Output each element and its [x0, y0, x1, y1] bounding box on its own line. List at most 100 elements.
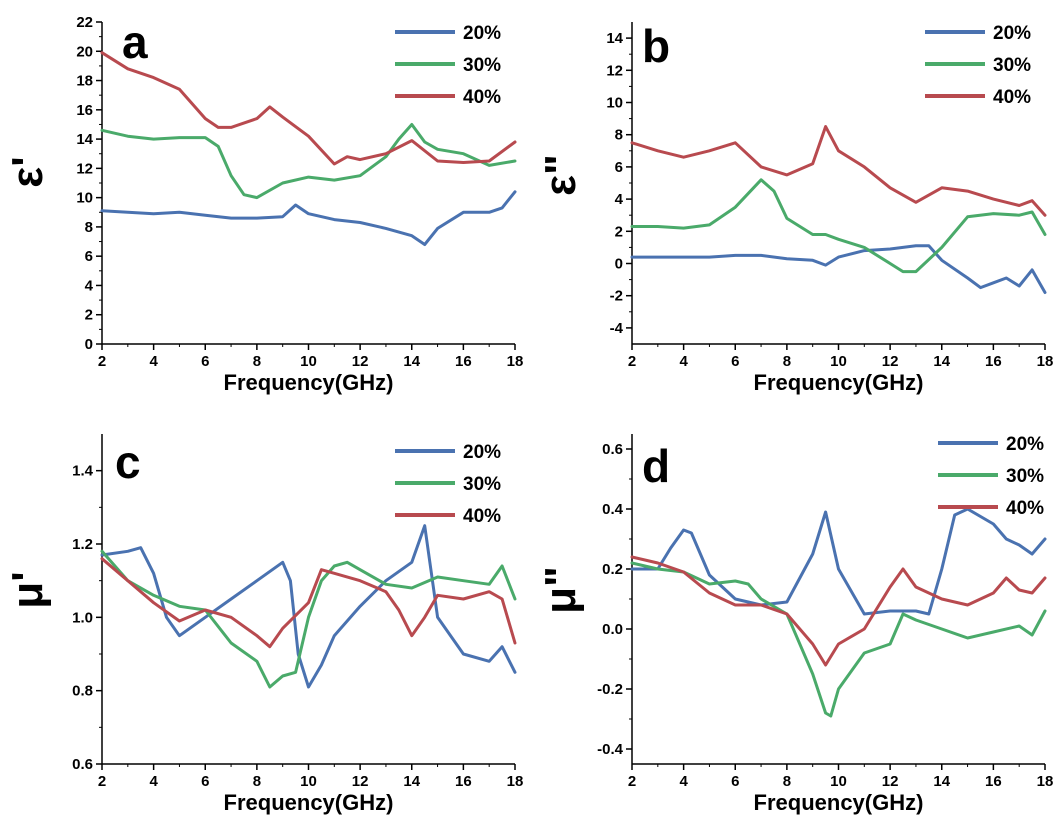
- panel-b: 2 4 6 8 10 12 14 16 18 -4 -2 0 2 4 6 8 10 12 14 Frequency(G…: [536, 20, 1053, 395]
- y-tick-label: 4: [615, 191, 624, 208]
- series-line-40pct: [630, 125, 1047, 217]
- x-tick-label: 6: [731, 773, 739, 790]
- y-tick-label: 12: [606, 62, 623, 79]
- x-tick-label: 8: [253, 773, 261, 790]
- x-tick-label: 16: [985, 353, 1002, 370]
- x-tick-label: 4: [679, 773, 688, 790]
- x-tick-label: 4: [149, 353, 158, 370]
- x-tick-label: 18: [1037, 773, 1054, 790]
- y-tick-label: 14: [76, 131, 93, 148]
- y-tick-label: 1.0: [72, 609, 93, 626]
- y-tick-label: 2: [615, 223, 623, 240]
- y-tick-label: 10: [76, 190, 93, 207]
- x-tick-label: 16: [455, 353, 472, 370]
- x-tick-label: 18: [507, 773, 524, 790]
- y-tick-label: 6: [85, 248, 93, 265]
- panel-c: 2 4 6 8 10 12 14 16 18 0.6 0.8 1.0 1.2 1.4 Frequency(G…: [3, 434, 523, 815]
- panel-letter: b: [642, 20, 670, 72]
- y-tick-label: 4: [85, 277, 94, 294]
- x-tick-label: 2: [98, 353, 106, 370]
- y-tick-label: -2: [610, 288, 623, 305]
- series-line-30pct: [100, 123, 517, 200]
- series-line-20pct: [100, 524, 517, 689]
- panel-d: 2 4 6 8 10 12 14 16 18 -0.4 -0.2 0.0 0.2 0.4 0.6 Freque…: [536, 434, 1053, 815]
- legend-label: 20%: [1006, 434, 1044, 455]
- legend-label: 30%: [463, 55, 501, 76]
- y-tick-label: 1.4: [72, 463, 94, 480]
- x-axis-title: Frequency(GHz): [224, 370, 394, 395]
- x-tick-label: 16: [455, 773, 472, 790]
- y-tick-label: 0.6: [602, 441, 623, 458]
- legend-label: 40%: [993, 87, 1031, 108]
- series-line-20pct: [630, 507, 1047, 616]
- y-tick-label: 0.6: [72, 756, 93, 773]
- y-tick-label: 6: [615, 159, 623, 176]
- legend-label: 30%: [463, 474, 501, 495]
- x-tick-label: 12: [352, 773, 369, 790]
- panel-a: 2 4 6 8 10 12 14 16 180246810121416182022Frequen…: [3, 14, 523, 395]
- series-line-20pct: [630, 244, 1047, 294]
- series-line-30pct: [630, 561, 1047, 718]
- x-tick-label: 4: [679, 353, 688, 370]
- x-tick-label: 10: [830, 773, 847, 790]
- x-tick-label: 14: [403, 353, 420, 370]
- legend-label: 30%: [1006, 466, 1044, 487]
- y-tick-label: 12: [76, 160, 93, 177]
- x-tick-label: 8: [783, 773, 791, 790]
- x-tick-label: 8: [783, 353, 791, 370]
- panel-letter: a: [122, 16, 148, 68]
- x-tick-label: 6: [731, 353, 739, 370]
- x-tick-label: 10: [300, 353, 317, 370]
- legend-label: 20%: [993, 23, 1031, 44]
- y-tick-label: 2: [85, 307, 93, 324]
- x-tick-label: 10: [830, 353, 847, 370]
- legend-label: 30%: [993, 55, 1031, 76]
- x-tick-label: 6: [201, 773, 209, 790]
- panel-letter: c: [115, 436, 141, 488]
- x-tick-label: 18: [1037, 353, 1054, 370]
- x-tick-label: 16: [985, 773, 1002, 790]
- y-tick-label: 22: [76, 14, 93, 31]
- y-tick-label: 0: [615, 256, 623, 273]
- series-line-30pct: [100, 549, 517, 689]
- y-tick-label: 10: [606, 95, 623, 112]
- x-axis-title: Frequency(GHz): [754, 790, 924, 815]
- y-tick-label: 8: [85, 219, 93, 236]
- y-tick-label: -0.4: [597, 741, 624, 758]
- y-tick-label: 8: [615, 127, 623, 144]
- legend-label: 40%: [463, 506, 501, 527]
- x-tick-label: 14: [403, 773, 420, 790]
- y-tick-label: 1.2: [72, 536, 93, 553]
- y-tick-label: 18: [76, 73, 93, 90]
- x-axis-title: Frequency(GHz): [224, 790, 394, 815]
- x-tick-label: 4: [149, 773, 158, 790]
- y-tick-label: 0.2: [602, 561, 623, 578]
- y-axis-title: ε": [536, 154, 585, 196]
- y-axis-title: ε': [3, 156, 52, 187]
- x-tick-label: 2: [628, 353, 636, 370]
- y-tick-label: -0.2: [597, 681, 623, 698]
- x-tick-label: 2: [98, 773, 106, 790]
- series-line-40pct: [100, 51, 517, 166]
- legend-label: 40%: [1006, 498, 1044, 519]
- x-tick-label: 12: [882, 773, 899, 790]
- series-line-30pct: [630, 178, 1047, 274]
- series-line-40pct: [630, 555, 1047, 667]
- legend-label: 40%: [463, 87, 501, 108]
- y-tick-label: 14: [606, 30, 623, 47]
- y-axis-title: μ': [3, 571, 52, 608]
- x-tick-label: 6: [201, 353, 209, 370]
- x-tick-label: 10: [300, 773, 317, 790]
- x-tick-label: 14: [933, 773, 950, 790]
- series-line-20pct: [100, 190, 517, 246]
- x-tick-label: 18: [507, 353, 524, 370]
- y-tick-label: 20: [76, 43, 93, 60]
- y-tick-label: 0.8: [72, 683, 93, 700]
- x-tick-label: 12: [352, 353, 369, 370]
- y-tick-label: -4: [610, 320, 624, 337]
- y-tick-label: 0: [85, 336, 93, 353]
- x-tick-label: 8: [253, 353, 261, 370]
- x-tick-label: 12: [882, 353, 899, 370]
- legend-label: 20%: [463, 442, 501, 463]
- y-tick-label: 16: [76, 102, 93, 119]
